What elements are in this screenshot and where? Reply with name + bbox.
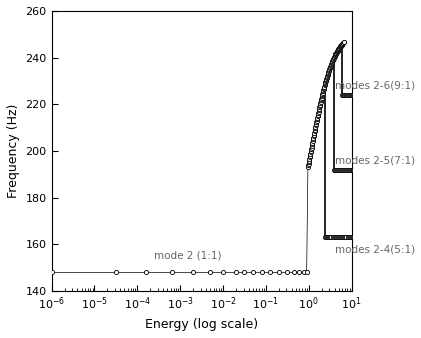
Text: modes 2-5(7:1): modes 2-5(7:1) <box>336 155 416 165</box>
Text: modes 2-6(9:1): modes 2-6(9:1) <box>336 81 416 91</box>
Text: modes 2-4(5:1): modes 2-4(5:1) <box>336 244 416 254</box>
X-axis label: Energy (log scale): Energy (log scale) <box>145 318 258 331</box>
Text: mode 2 (1:1): mode 2 (1:1) <box>155 251 222 261</box>
Y-axis label: Frequency (Hz): Frequency (Hz) <box>7 104 20 198</box>
